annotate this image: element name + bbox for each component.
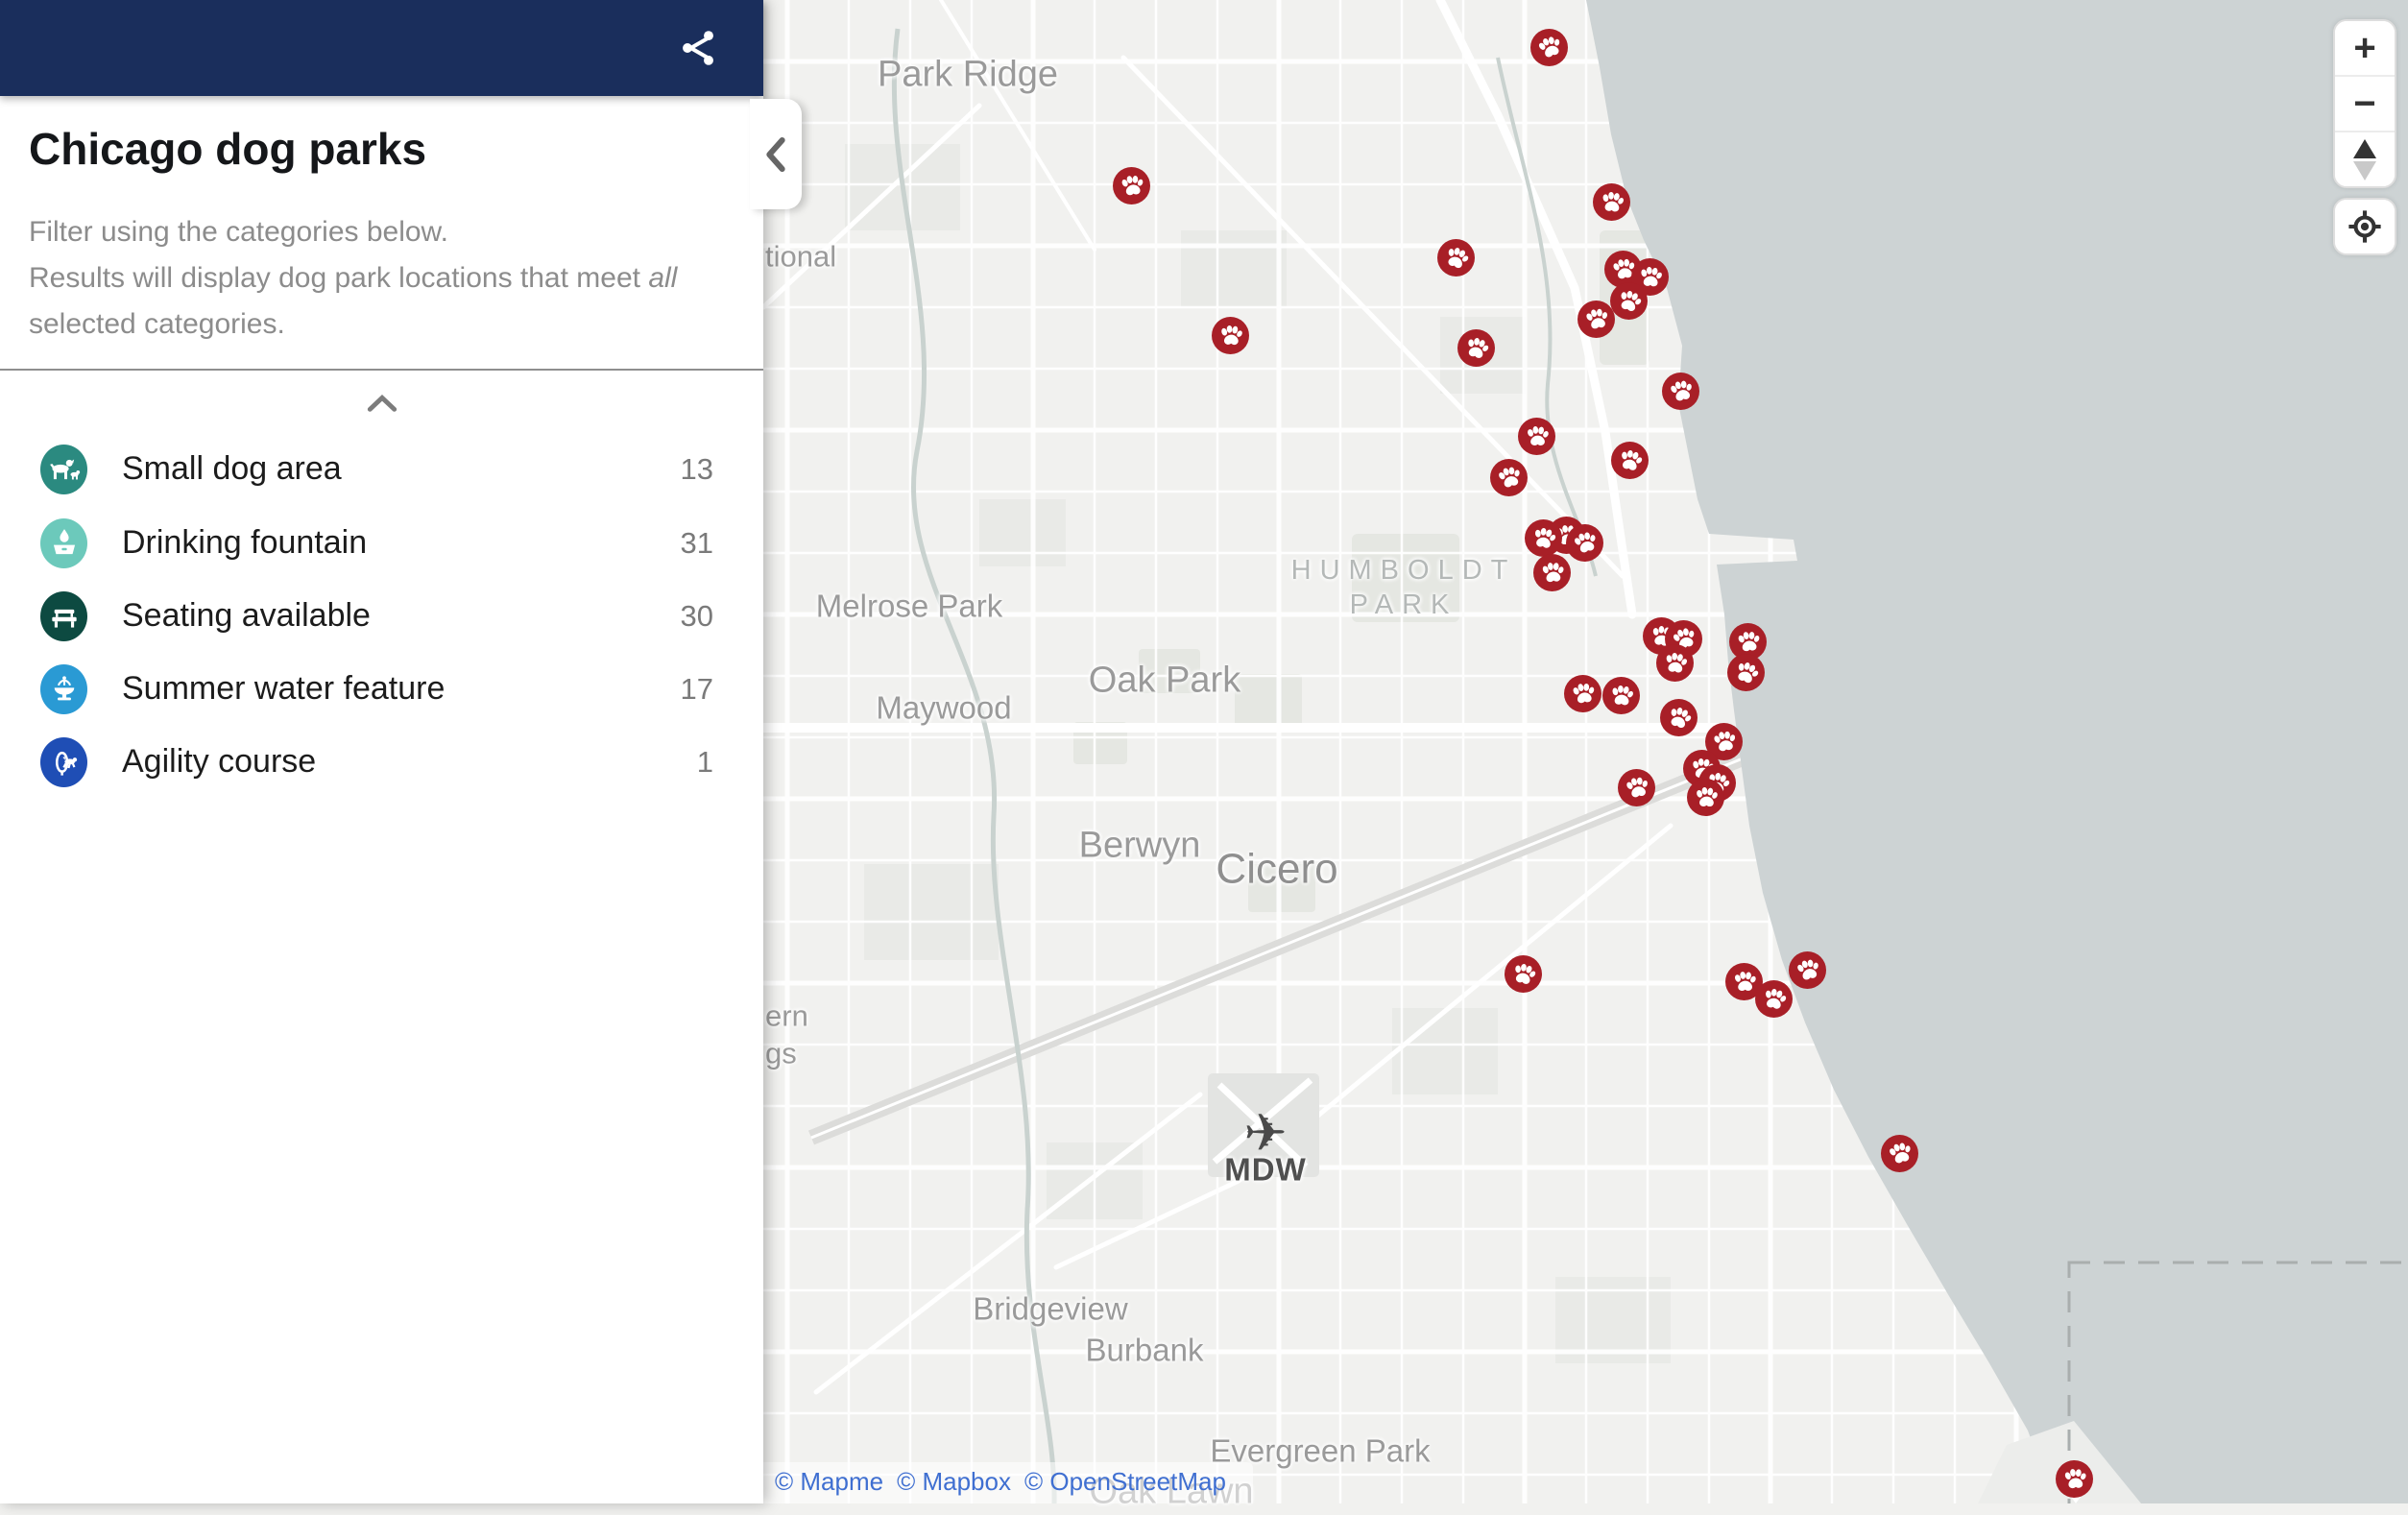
map-label: Bridgeview bbox=[973, 1290, 1128, 1327]
dog-park-marker[interactable] bbox=[1880, 1134, 1918, 1172]
map-attribution: © Mapme © Mapbox © OpenStreetMap bbox=[763, 1462, 1253, 1503]
dog-park-marker[interactable] bbox=[1659, 698, 1698, 736]
attribution-link-mapbox[interactable]: © Mapbox bbox=[897, 1467, 1011, 1496]
chevron-left-icon bbox=[766, 136, 785, 172]
filter-label: Summer water feature bbox=[122, 670, 445, 707]
filter-count: 30 bbox=[680, 598, 713, 633]
page-title: Chicago dog parks bbox=[29, 124, 427, 174]
dog-park-marker[interactable] bbox=[1489, 458, 1528, 496]
drinking-fountain-icon bbox=[40, 517, 87, 568]
dog-park-marker[interactable] bbox=[1592, 182, 1630, 221]
compass-button[interactable] bbox=[2335, 131, 2395, 186]
geolocate-control-group bbox=[2333, 198, 2396, 255]
filter-label: Seating available bbox=[122, 597, 371, 634]
filter-row-summer-water-feature[interactable]: Summer water feature 17 bbox=[0, 652, 763, 726]
dog-park-marker[interactable] bbox=[1504, 954, 1542, 993]
filter-label: Small dog area bbox=[122, 450, 342, 487]
filter-count: 1 bbox=[696, 744, 713, 779]
dog-park-marker[interactable] bbox=[2055, 1459, 2093, 1498]
attribution-link-mapme[interactable]: © Mapme bbox=[775, 1467, 884, 1496]
map-label: Park Ridge bbox=[878, 54, 1058, 95]
filter-label: Drinking fountain bbox=[122, 524, 368, 561]
small-dog-icon bbox=[40, 444, 87, 494]
filter-row-drinking-fountain[interactable]: Drinking fountain 31 bbox=[0, 506, 763, 580]
dog-park-marker[interactable] bbox=[1609, 281, 1648, 320]
map-label: ern gs bbox=[765, 998, 808, 1070]
zoom-in-button[interactable]: + bbox=[2335, 21, 2395, 75]
plus-icon: + bbox=[2353, 27, 2376, 69]
chevron-up-icon bbox=[367, 395, 397, 412]
compass-icon bbox=[2353, 138, 2376, 180]
sidebar-divider bbox=[0, 369, 763, 371]
filter-label: Agility course bbox=[122, 743, 317, 780]
dog-park-marker[interactable] bbox=[1601, 676, 1640, 714]
dog-park-marker[interactable] bbox=[1457, 328, 1495, 367]
dog-park-marker[interactable] bbox=[1610, 441, 1649, 479]
filter-count: 17 bbox=[680, 671, 713, 706]
map-label: Burbank bbox=[1085, 1332, 1204, 1368]
map-label: tional bbox=[765, 239, 837, 274]
dog-park-marker[interactable] bbox=[1436, 238, 1475, 277]
zoom-out-button[interactable]: − bbox=[2335, 75, 2395, 131]
filter-row-small-dog-area[interactable]: Small dog area 13 bbox=[0, 432, 763, 506]
dog-park-marker[interactable] bbox=[1532, 553, 1571, 591]
bench-icon bbox=[40, 590, 87, 641]
map-label: Berwyn bbox=[1078, 825, 1201, 866]
dog-park-marker[interactable] bbox=[1661, 372, 1699, 410]
dog-park-marker[interactable] bbox=[1577, 300, 1615, 338]
collapse-filter-list-button[interactable] bbox=[357, 384, 407, 422]
map-label: HUMBOLDT PARK bbox=[1290, 554, 1517, 620]
minus-icon: − bbox=[2353, 83, 2376, 125]
dog-park-marker[interactable] bbox=[1524, 518, 1562, 557]
attribution-link-osm[interactable]: © OpenStreetMap bbox=[1023, 1467, 1226, 1496]
filter-description: Filter using the categories below. Result… bbox=[29, 216, 678, 340]
dog-park-marker[interactable] bbox=[1788, 950, 1826, 989]
zoom-control-group: + − bbox=[2333, 19, 2396, 188]
water-fountain-icon bbox=[40, 663, 87, 714]
geolocate-icon bbox=[2348, 210, 2381, 243]
sidebar-panel: Chicago dog parks Filter using the categ… bbox=[0, 0, 763, 1503]
dog-park-marker[interactable] bbox=[1529, 28, 1568, 66]
dog-park-marker[interactable] bbox=[1728, 622, 1767, 661]
sidebar-collapse-button[interactable] bbox=[750, 99, 802, 209]
map-label: Maywood bbox=[876, 689, 1012, 726]
dog-park-marker[interactable] bbox=[1563, 674, 1601, 712]
map-label: Cicero bbox=[1216, 845, 1338, 893]
dog-park-marker[interactable] bbox=[1686, 778, 1724, 816]
dog-park-marker[interactable] bbox=[1726, 653, 1765, 691]
emphasis-all: all bbox=[648, 262, 678, 294]
dog-park-marker[interactable] bbox=[1655, 643, 1694, 682]
sidebar-header-bar bbox=[0, 0, 763, 96]
map-label: MDW bbox=[1224, 1151, 1307, 1188]
geolocate-button[interactable] bbox=[2335, 200, 2395, 253]
filter-count: 13 bbox=[680, 451, 713, 486]
filter-count: 31 bbox=[680, 525, 713, 560]
airplane-icon: ✈ bbox=[1243, 1104, 1288, 1163]
filter-row-agility-course[interactable]: Agility course 1 bbox=[0, 725, 763, 799]
dog-park-marker[interactable] bbox=[1754, 979, 1793, 1018]
share-button[interactable] bbox=[677, 27, 719, 69]
dog-park-marker[interactable] bbox=[1565, 523, 1603, 562]
map-label: Melrose Park bbox=[815, 588, 1003, 624]
dog-park-marker[interactable] bbox=[1112, 166, 1150, 204]
map-label: Oak Park bbox=[1088, 660, 1241, 701]
dog-park-marker[interactable] bbox=[1617, 768, 1655, 806]
filter-row-seating-available[interactable]: Seating available 30 bbox=[0, 579, 763, 653]
dog-park-marker[interactable] bbox=[1517, 417, 1555, 455]
dog-park-marker[interactable] bbox=[1211, 316, 1249, 354]
agility-icon bbox=[40, 736, 87, 787]
share-icon bbox=[683, 31, 713, 65]
